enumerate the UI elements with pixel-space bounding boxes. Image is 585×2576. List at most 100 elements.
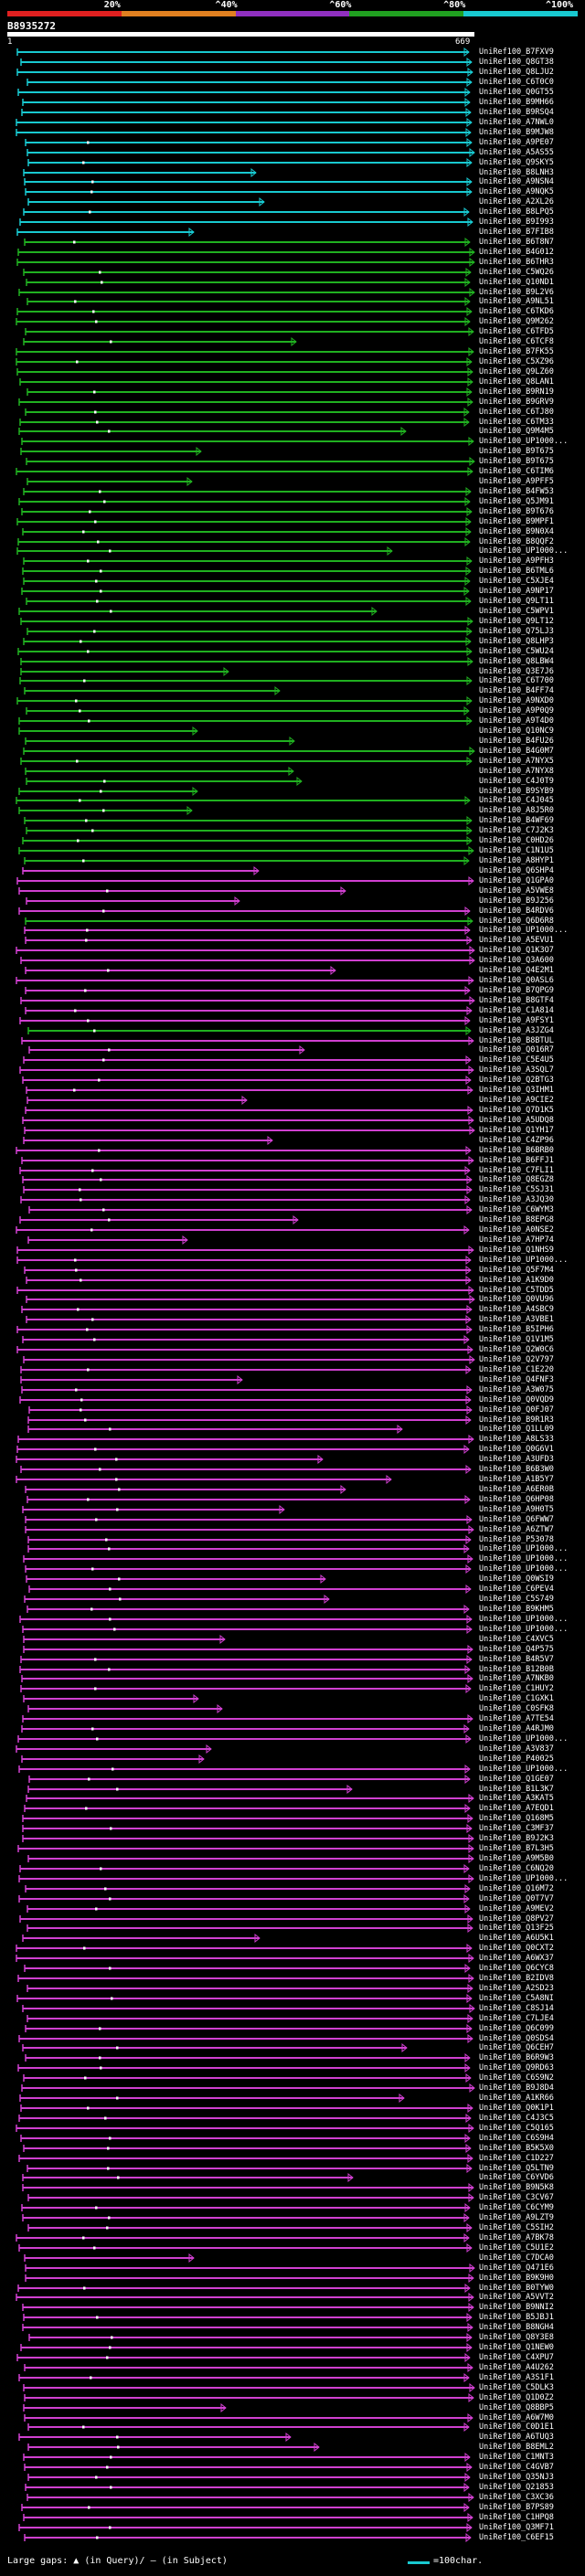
hit-label-link[interactable]: UniRef100_C4J045 <box>479 796 554 805</box>
hit-label-link[interactable]: UniRef100_Q75LJ3 <box>479 627 554 636</box>
hit-label-link[interactable]: UniRef100_Q016R7 <box>479 1045 554 1055</box>
hit-label-link[interactable]: UniRef100_A8HYP1 <box>479 856 554 865</box>
hit-label-link[interactable]: UniRef100_C1N1U5 <box>479 846 554 855</box>
hit-label-link[interactable]: UniRef100_B7L3H5 <box>479 1844 554 1853</box>
hit-label-link[interactable]: UniRef100_B6THR3 <box>479 258 554 267</box>
hit-label-link[interactable]: UniRef100_C5S749 <box>479 1595 554 1604</box>
hit-label-link[interactable]: UniRef100_A3JQ30 <box>479 1195 554 1204</box>
hit-label-link[interactable]: UniRef100_B12B0B <box>479 1665 554 1674</box>
hit-label-link[interactable]: UniRef100_C4XPU7 <box>479 2353 554 2362</box>
hit-label-link[interactable]: UniRef100_C5WU24 <box>479 647 554 656</box>
hit-label-link[interactable]: UniRef100_C6TCF8 <box>479 337 554 346</box>
hit-label-link[interactable]: UniRef100_A5AS55 <box>479 148 554 157</box>
hit-label-link[interactable]: UniRef100_B9T676 <box>479 507 554 516</box>
hit-label-link[interactable]: UniRef100_C4GVB7 <box>479 2463 554 2472</box>
hit-label-link[interactable]: UniRef100_Q8BBP5 <box>479 2403 554 2412</box>
hit-label-link[interactable]: UniRef100_B9MPF1 <box>479 517 554 526</box>
hit-label-link[interactable]: UniRef100_Q2W0C6 <box>479 1345 554 1354</box>
hit-label-link[interactable]: UniRef100_B6B3W0 <box>479 1465 554 1474</box>
hit-label-link[interactable]: UniRef100_UP1000... <box>479 1564 569 1574</box>
hit-label-link[interactable]: UniRef100_A1KR66 <box>479 2094 554 2103</box>
hit-label-link[interactable]: UniRef100_A7NWL0 <box>479 118 554 127</box>
hit-label-link[interactable]: UniRef100_Q8LBW4 <box>479 657 554 666</box>
hit-label-link[interactable]: UniRef100_A9PFH3 <box>479 557 554 566</box>
hit-label-link[interactable]: UniRef100_B4R5V7 <box>479 1655 554 1664</box>
hit-label-link[interactable]: UniRef100_Q1LL09 <box>479 1425 554 1434</box>
hit-label-link[interactable]: UniRef100_C1HPQ8 <box>479 2513 554 2522</box>
hit-label-link[interactable]: UniRef100_B8EML2 <box>479 2443 554 2452</box>
hit-label-link[interactable]: UniRef100_B7PS89 <box>479 2503 554 2512</box>
hit-label-link[interactable]: UniRef100_Q0WSI9 <box>479 1574 554 1584</box>
hit-label-link[interactable]: UniRef100_Q9LT12 <box>479 617 554 626</box>
hit-label-link[interactable]: UniRef100_B9J256 <box>479 896 554 906</box>
hit-label-link[interactable]: UniRef100_C6WYM3 <box>479 1205 554 1214</box>
hit-label-link[interactable]: UniRef100_A9M5B0 <box>479 1854 554 1863</box>
hit-label-link[interactable]: UniRef100_C3MF37 <box>479 1824 554 1833</box>
hit-label-link[interactable]: UniRef100_A1B5Y7 <box>479 1475 554 1484</box>
hit-label-link[interactable]: UniRef100_B4FF74 <box>479 686 554 695</box>
hit-label-link[interactable]: UniRef100_B0TYW0 <box>479 2284 554 2293</box>
hit-label-link[interactable]: UniRef100_C4J0T9 <box>479 777 554 786</box>
hit-label-link[interactable]: UniRef100_A7NKB0 <box>479 1674 554 1683</box>
hit-label-link[interactable]: UniRef100_B5K5X0 <box>479 2144 554 2153</box>
hit-label-link[interactable]: UniRef100_B6T8N7 <box>479 238 554 247</box>
hit-label-link[interactable]: UniRef100_A9NP17 <box>479 587 554 596</box>
hit-label-link[interactable]: UniRef100_A9NQK5 <box>479 187 554 196</box>
hit-label-link[interactable]: UniRef100_C1MNT3 <box>479 2453 554 2462</box>
hit-label-link[interactable]: UniRef100_Q9LT11 <box>479 597 554 606</box>
hit-label-link[interactable]: UniRef100_C6TFD5 <box>479 327 554 336</box>
hit-label-link[interactable]: UniRef100_Q9RD63 <box>479 2063 554 2072</box>
hit-label-link[interactable]: UniRef100_C6TIM6 <box>479 467 554 476</box>
hit-label-link[interactable]: UniRef100_B4WF69 <box>479 816 554 825</box>
hit-label-link[interactable]: UniRef100_C6TM33 <box>479 418 554 427</box>
hit-label-link[interactable]: UniRef100_C5TDD5 <box>479 1286 554 1295</box>
hit-label-link[interactable]: UniRef100_Q6CEH7 <box>479 2043 554 2052</box>
hit-label-link[interactable]: UniRef100_B4FW53 <box>479 487 554 496</box>
hit-label-link[interactable]: UniRef100_Q6HP08 <box>479 1495 554 1504</box>
hit-label-link[interactable]: UniRef100_UP1000... <box>479 1625 569 1634</box>
hit-label-link[interactable]: UniRef100_C5SIH2 <box>479 2223 554 2232</box>
hit-label-link[interactable]: UniRef100_C6TKD6 <box>479 307 554 316</box>
hit-label-link[interactable]: UniRef100_C6S9H4 <box>479 2134 554 2143</box>
hit-label-link[interactable]: UniRef100_A1K9D0 <box>479 1276 554 1285</box>
hit-label-link[interactable]: UniRef100_UP1000... <box>479 1256 569 1265</box>
hit-label-link[interactable]: UniRef100_A5VWE8 <box>479 886 554 896</box>
hit-label-link[interactable]: UniRef100_C6EF15 <box>479 2533 554 2542</box>
hit-label-link[interactable]: UniRef100_A9MEV2 <box>479 1904 554 1913</box>
hit-label-link[interactable]: UniRef100_C7DCA0 <box>479 2253 554 2263</box>
hit-label-link[interactable]: UniRef100_UP1000... <box>479 1765 569 1774</box>
hit-label-link[interactable]: UniRef100_A9NSN4 <box>479 177 554 186</box>
hit-label-link[interactable]: UniRef100_UP1000... <box>479 1544 569 1553</box>
hit-label-link[interactable]: UniRef100_Q471E6 <box>479 2263 554 2273</box>
hit-label-link[interactable]: UniRef100_A8LS33 <box>479 1435 554 1444</box>
hit-label-link[interactable]: UniRef100_C5E4U5 <box>479 1055 554 1065</box>
hit-label-link[interactable]: UniRef100_B6BRB0 <box>479 1146 554 1155</box>
hit-label-link[interactable]: UniRef100_A9PFF5 <box>479 477 554 486</box>
hit-label-link[interactable]: UniRef100_A7NYX5 <box>479 757 554 766</box>
hit-label-link[interactable]: UniRef100_Q1NHS9 <box>479 1246 554 1255</box>
hit-label-link[interactable]: UniRef100_C4XVC5 <box>479 1635 554 1644</box>
hit-label-link[interactable]: UniRef100_Q16M72 <box>479 1884 554 1893</box>
hit-label-link[interactable]: UniRef100_Q10ND1 <box>479 278 554 287</box>
hit-label-link[interactable]: UniRef100_C1A814 <box>479 1006 554 1015</box>
hit-label-link[interactable]: UniRef100_A0NSE2 <box>479 1225 554 1235</box>
hit-label-link[interactable]: UniRef100_Q35NJ3 <box>479 2473 554 2482</box>
hit-label-link[interactable]: UniRef100_UP1000... <box>479 1874 569 1883</box>
hit-label-link[interactable]: UniRef100_A9T4D0 <box>479 716 554 726</box>
hit-label-link[interactable]: UniRef100_C6TJ80 <box>479 408 554 417</box>
hit-label-link[interactable]: UniRef100_Q168M5 <box>479 1814 554 1823</box>
hit-label-link[interactable]: UniRef100_C4ZP96 <box>479 1136 554 1145</box>
hit-label-link[interactable]: UniRef100_A7HP74 <box>479 1235 554 1245</box>
hit-label-link[interactable]: UniRef100_C6PEV4 <box>479 1585 554 1594</box>
hit-label-link[interactable]: UniRef100_B9RSQ4 <box>479 108 554 117</box>
hit-label-link[interactable]: UniRef100_UP1000... <box>479 1734 569 1744</box>
hit-label-link[interactable]: UniRef100_B9L2V6 <box>479 288 554 297</box>
hit-label-link[interactable]: UniRef100_B9R1R3 <box>479 1415 554 1425</box>
hit-label-link[interactable]: UniRef100_C4J3C5 <box>479 2114 554 2123</box>
hit-label-link[interactable]: UniRef100_B7FIB8 <box>479 228 554 237</box>
hit-label-link[interactable]: UniRef100_C6T700 <box>479 676 554 685</box>
hit-label-link[interactable]: UniRef100_B1L3K7 <box>479 1785 554 1794</box>
hit-label-link[interactable]: UniRef100_B8NGH4 <box>479 2323 554 2332</box>
hit-label-link[interactable]: UniRef100_A3UFD3 <box>479 1455 554 1464</box>
hit-label-link[interactable]: UniRef100_Q9M4M5 <box>479 427 554 436</box>
